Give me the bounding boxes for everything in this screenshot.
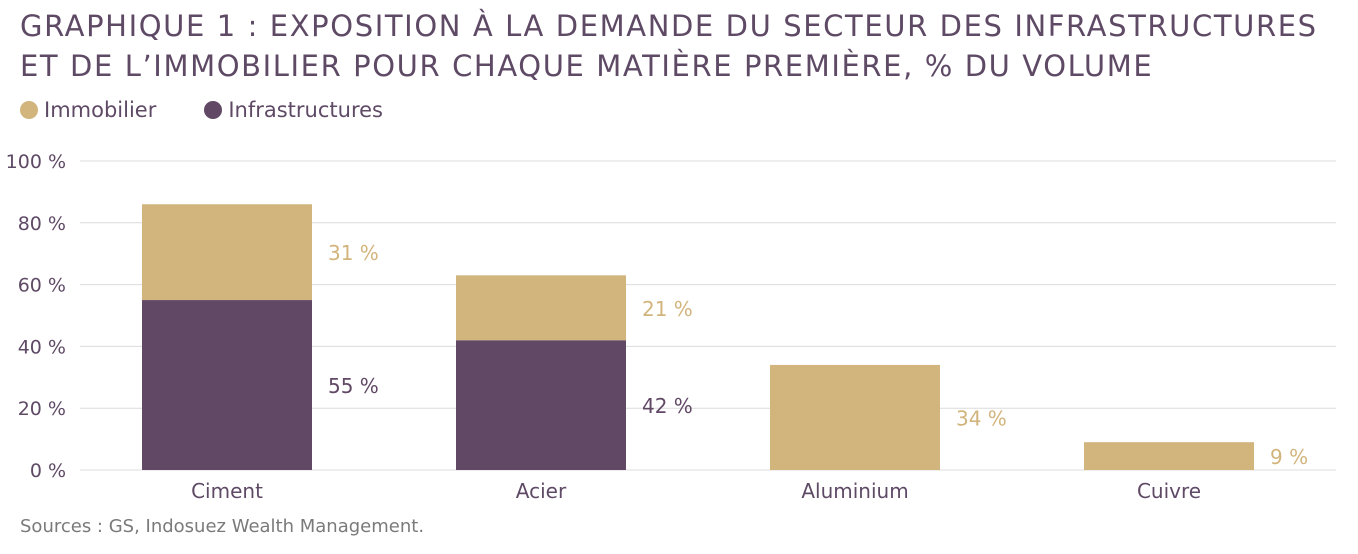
legend-item-infrastructures: Infrastructures [204,98,383,122]
data-label-immobilier: 9 % [1270,445,1308,469]
y-tick-label: 20 % [18,398,66,420]
legend-item-immobilier: Immobilier [20,98,156,122]
chart-title-line-2: ET DE L’IMMOBILIER POUR CHAQUE MATIÈRE P… [20,49,1154,83]
bar-infrastructures [456,340,626,470]
x-tick-label: Ciment [191,479,263,503]
y-tick-label: 60 % [18,275,66,297]
y-tick-label: 100 % [6,151,66,173]
legend-swatch-immobilier [20,101,38,119]
x-tick-label: Aluminium [801,479,908,503]
stacked-bar-chart: 0 % 20 % 40 % 60 % 80 % 100 % 55 % 31 % Ciment 42… [6,151,1336,503]
bar-infrastructures [142,300,312,470]
data-label-immobilier: 21 % [642,297,693,321]
chart-title: GRAPHIQUE 1 : EXPOSITION À LA DEMANDE DU… [20,6,1350,86]
data-label-immobilier: 34 % [956,406,1007,430]
legend-label-infrastructures: Infrastructures [228,98,383,122]
x-tick-label: Acier [516,479,567,503]
bar-immobilier [770,364,940,470]
chart-title-line-1: GRAPHIQUE 1 : EXPOSITION À LA DEMANDE DU… [20,9,1318,43]
data-label-infrastructures: 42 % [642,394,693,418]
legend-label-immobilier: Immobilier [44,98,157,122]
y-tick-label: 0 % [30,460,66,482]
bar-immobilier [142,204,312,301]
source-note: Sources : GS, Indosuez Wealth Management… [20,516,425,537]
y-tick-label: 40 % [18,336,66,358]
data-label-immobilier: 31 % [328,241,379,265]
x-tick-label: Cuivre [1137,479,1201,503]
bar-immobilier [1084,442,1254,470]
legend-swatch-infrastructures [204,101,223,119]
bar-immobilier [456,275,626,341]
chart-legend: Immobilier Infrastructures [20,96,431,124]
y-tick-label: 80 % [18,213,66,235]
data-label-infrastructures: 55 % [328,374,379,398]
